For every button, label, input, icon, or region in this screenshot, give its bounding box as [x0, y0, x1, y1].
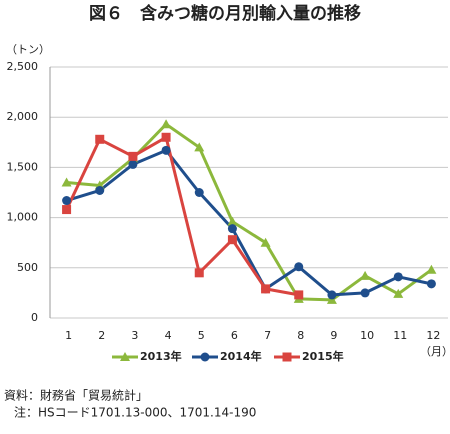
y-tick-label: 500 — [17, 261, 38, 274]
marker — [426, 279, 436, 289]
marker — [393, 272, 403, 282]
marker — [161, 119, 172, 129]
marker — [95, 185, 105, 195]
marker — [194, 268, 204, 278]
y-tick-label: 1,000 — [7, 211, 39, 224]
marker — [161, 145, 171, 155]
legend-label: 2015年 — [302, 349, 344, 363]
marker — [120, 352, 130, 361]
marker — [426, 264, 437, 274]
y-tick-label: 0 — [31, 311, 38, 324]
marker — [200, 352, 210, 362]
series-line — [66, 122, 433, 302]
marker — [227, 235, 237, 245]
y-tick-label: 2,500 — [7, 60, 39, 73]
marker — [227, 224, 237, 234]
x-tick-label: 3 — [131, 329, 138, 342]
y-tick-label: 2,000 — [7, 110, 39, 123]
x-tick-label: 8 — [297, 329, 304, 342]
marker — [227, 216, 238, 226]
chart-title: 図６ 含みつ糖の月別輸入量の推移 — [89, 3, 361, 24]
marker — [62, 196, 72, 206]
marker — [194, 142, 205, 152]
marker — [282, 352, 292, 362]
marker — [360, 270, 371, 280]
marker — [294, 262, 304, 272]
marker — [128, 159, 138, 169]
marker — [194, 188, 204, 197]
x-tick-label: 2 — [98, 329, 105, 342]
y-unit: （トン） — [6, 43, 50, 56]
x-tick-label: 1 — [65, 329, 72, 342]
series-line — [65, 135, 300, 297]
x-unit: （月） — [420, 345, 450, 358]
marker — [327, 290, 337, 300]
y-tick-label: 1,500 — [7, 160, 39, 173]
marker — [95, 134, 105, 144]
source-note: 資料：財務省「貿易統計」 — [4, 388, 148, 403]
marker — [393, 288, 404, 298]
legend-label: 2013年 — [140, 349, 182, 363]
x-tick-label: 7 — [264, 329, 271, 342]
marker — [326, 294, 337, 304]
footnote: 注：HSコード1701.13-000、1701.14-190 — [14, 405, 256, 420]
marker — [294, 290, 304, 300]
marker — [261, 284, 271, 294]
x-tick-label: 10 — [360, 329, 374, 342]
x-tick-label: 6 — [231, 329, 238, 342]
x-tick-label: 12 — [426, 329, 440, 342]
x-tick-label: 4 — [165, 329, 172, 342]
marker — [161, 132, 171, 142]
x-tick-label: 5 — [198, 329, 205, 342]
x-tick-label: 9 — [330, 329, 337, 342]
marker — [61, 177, 72, 187]
marker — [260, 237, 271, 247]
legend-label: 2014年 — [220, 349, 262, 363]
marker — [128, 151, 138, 161]
series-line — [66, 148, 432, 297]
x-tick-label: 11 — [393, 329, 407, 342]
marker — [62, 205, 72, 215]
marker — [360, 288, 370, 298]
